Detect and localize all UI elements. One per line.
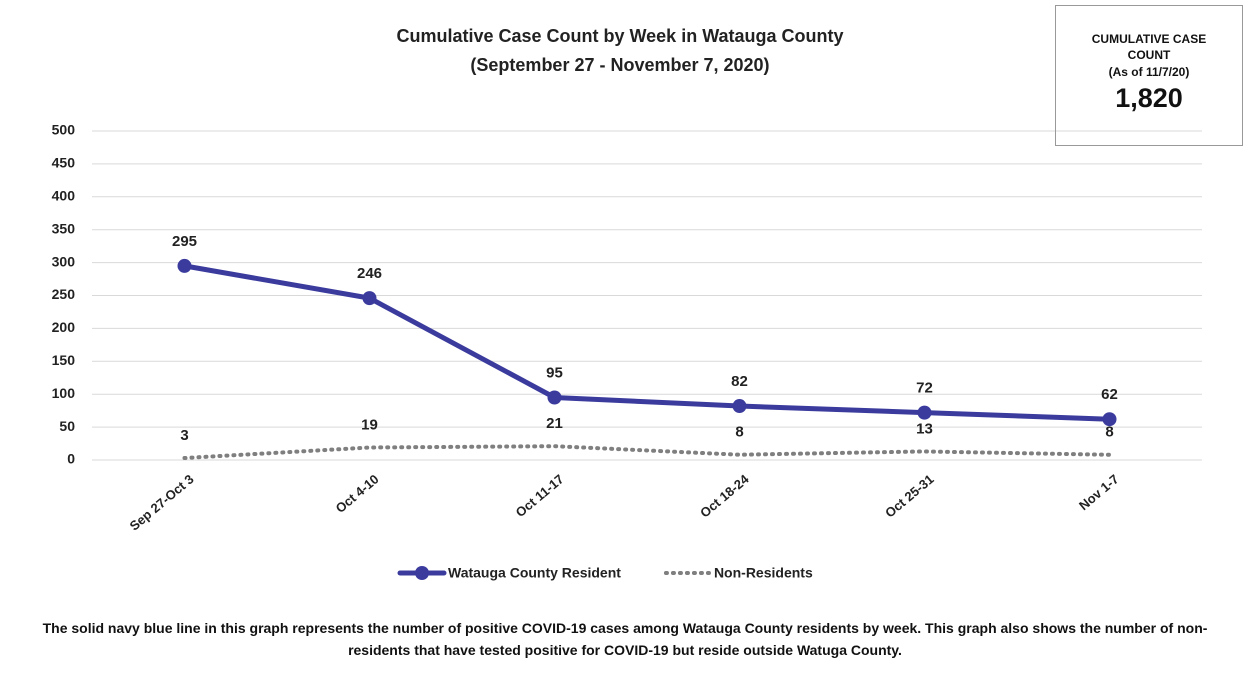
- y-tick-label: 350: [52, 220, 76, 236]
- legend-label: Non-Residents: [714, 565, 813, 581]
- data-label: 21: [546, 415, 563, 432]
- data-label: 62: [1101, 386, 1118, 403]
- point: [547, 390, 562, 405]
- x-tick-label: Nov 1-7: [1076, 471, 1122, 513]
- data-label: 13: [916, 420, 933, 437]
- x-tick-label: Oct 25-31: [882, 471, 936, 520]
- series-line: [182, 444, 1112, 461]
- y-tick-label: 500: [52, 122, 76, 138]
- data-label: 82: [731, 373, 748, 390]
- chart-subtitle: (September 27 - November 7, 2020): [470, 55, 769, 75]
- point: [362, 291, 377, 306]
- point: [732, 399, 747, 414]
- point: [177, 258, 192, 273]
- callout-note: (As of 11/7/20): [1108, 65, 1190, 79]
- legend-marker: [415, 566, 429, 580]
- y-tick-label: 400: [52, 188, 76, 204]
- data-label: 295: [172, 233, 197, 250]
- y-tick-label: 50: [59, 418, 75, 434]
- y-tick-label: 450: [52, 155, 76, 171]
- data-label: 95: [546, 364, 563, 381]
- point: [917, 405, 932, 420]
- x-tick-label: Sep 27-Oct 3: [127, 471, 197, 533]
- chart-title: Cumulative Case Count by Week in Watauga…: [396, 26, 843, 46]
- callout-value: 1,820: [1115, 83, 1183, 113]
- y-tick-label: 200: [52, 319, 76, 335]
- data-label: 246: [357, 265, 382, 282]
- x-tick-label: Oct 18-24: [697, 471, 752, 521]
- point: [1102, 412, 1117, 427]
- y-tick-label: 250: [52, 286, 76, 302]
- callout-title: CUMULATIVE CASE COUNT: [1091, 32, 1207, 62]
- data-label: 3: [180, 427, 188, 444]
- x-tick-label: Oct 11-17: [513, 471, 567, 520]
- data-label: 72: [916, 380, 933, 397]
- caption: The solid navy blue line in this graph r…: [42, 620, 1208, 658]
- data-label: 8: [735, 424, 743, 441]
- data-label: 19: [361, 416, 378, 433]
- y-tick-label: 150: [52, 352, 76, 368]
- x-tick-label: Oct 4-10: [333, 471, 382, 515]
- series-line: [182, 263, 1112, 422]
- legend-label: Watauga County Resident: [448, 565, 621, 581]
- y-tick-label: 300: [52, 253, 76, 269]
- data-label: 8: [1105, 424, 1113, 441]
- callout-box: CUMULATIVE CASE COUNT (As of 11/7/20) 1,…: [1055, 5, 1243, 146]
- y-tick-label: 0: [67, 451, 75, 467]
- y-tick-label: 100: [52, 385, 76, 401]
